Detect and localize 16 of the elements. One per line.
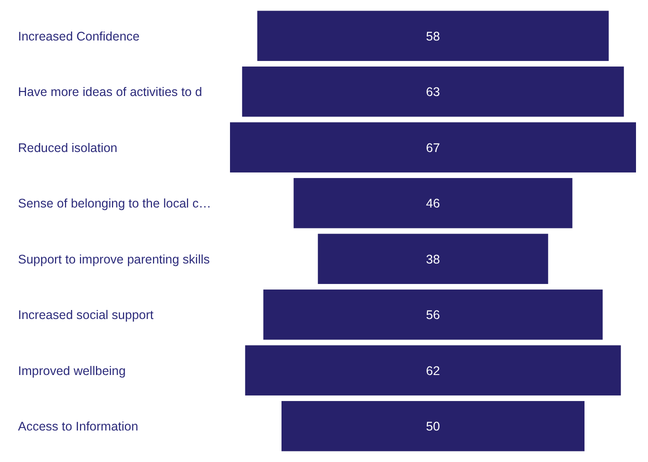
category-label: Increased social support bbox=[18, 308, 154, 322]
data-label: 58 bbox=[426, 29, 440, 44]
category-label: Reduced isolation bbox=[18, 140, 118, 155]
data-label: 63 bbox=[426, 85, 440, 99]
data-label: 50 bbox=[426, 420, 440, 434]
data-label: 38 bbox=[426, 252, 440, 266]
category-label: Access to Information bbox=[18, 420, 138, 434]
data-label: 62 bbox=[426, 364, 440, 378]
data-label: 67 bbox=[426, 140, 440, 155]
category-label: Have more ideas of activities to d bbox=[18, 85, 202, 99]
category-label: Support to improve parenting skills bbox=[18, 252, 210, 266]
category-label: Sense of belonging to the local c… bbox=[18, 196, 212, 210]
category-label: Improved wellbeing bbox=[18, 364, 126, 378]
data-label: 46 bbox=[426, 196, 440, 210]
data-label: 56 bbox=[426, 308, 440, 322]
category-label: Increased Confidence bbox=[18, 29, 140, 44]
